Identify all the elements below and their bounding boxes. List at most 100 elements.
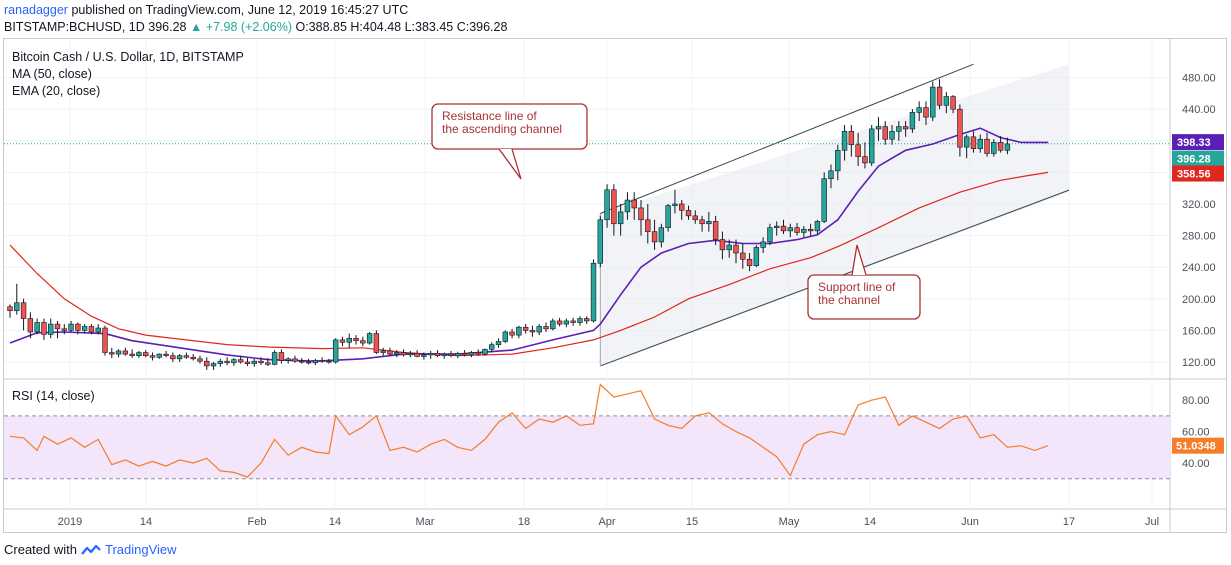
footer: Created with TradingView — [4, 542, 177, 557]
candle-body — [577, 318, 583, 323]
candle-body — [197, 358, 203, 362]
candle-body — [461, 353, 468, 356]
channel-fill — [600, 64, 1069, 366]
author-link[interactable]: ranadagger — [4, 3, 68, 17]
chart-container[interactable]: 120.00160.00200.00240.00280.00320.00360.… — [3, 38, 1227, 533]
candle-body — [821, 178, 827, 222]
candle-body — [930, 86, 936, 118]
candle-body — [760, 241, 766, 248]
price-tick-label: 120.00 — [1182, 357, 1216, 369]
time-tick-label: Jun — [961, 516, 979, 528]
candle-body — [7, 306, 13, 311]
candle-body — [265, 362, 271, 365]
rsi-label: RSI (14, close) — [12, 389, 95, 403]
candle-body — [950, 96, 956, 110]
candle-body — [984, 138, 990, 154]
candle-body — [41, 322, 47, 335]
candle-body — [570, 320, 576, 323]
candle-body — [584, 318, 590, 322]
price-marker-label: 396.28 — [1177, 154, 1211, 166]
candle-body — [27, 318, 34, 333]
resistance-callout-text: Resistance line of — [442, 109, 537, 123]
candle-body — [679, 203, 685, 211]
price-marker-box — [1172, 150, 1224, 167]
candle-body — [312, 360, 319, 364]
candle-body — [509, 331, 515, 336]
candle-body — [482, 349, 488, 355]
candle-body — [712, 221, 719, 240]
price-marker-box — [1172, 134, 1224, 151]
time-tick-label: 2019 — [58, 516, 82, 528]
candle-body — [129, 353, 135, 356]
ema-indicator-label: EMA (20, close) — [12, 84, 100, 98]
candle-body — [326, 360, 332, 363]
time-tick-label: 15 — [686, 516, 698, 528]
candle-body — [774, 225, 780, 228]
candle-body — [746, 259, 753, 266]
chart-title: Bitcoin Cash / U.S. Dollar, 1D, BITSTAMP — [12, 50, 244, 64]
candle-body — [299, 360, 305, 363]
candle-body — [75, 323, 81, 331]
candle-body — [848, 131, 855, 146]
candle-body — [143, 352, 149, 356]
candle-body — [414, 353, 420, 357]
candle-body — [380, 350, 386, 353]
candle-body — [495, 341, 502, 345]
rsi-value-label: 51.0348 — [1176, 441, 1216, 453]
candle-body — [604, 189, 610, 221]
resistance-line[interactable] — [600, 63, 974, 214]
candle-body — [916, 107, 922, 113]
candle-body — [875, 126, 882, 130]
candle-body — [909, 112, 916, 130]
candle-body — [882, 126, 888, 140]
time-tick-label: May — [779, 516, 800, 528]
candle-body — [475, 352, 481, 355]
candle-body — [902, 126, 909, 130]
candle-body — [862, 156, 868, 164]
candle-body — [366, 333, 373, 344]
candle-body — [794, 227, 800, 233]
ohlc-values: O:388.85 H:404.48 L:383.45 C:396.28 — [295, 20, 508, 34]
candle-body — [278, 352, 285, 361]
publish-info: ranadagger published on TradingView.com,… — [4, 3, 408, 17]
candle-body — [740, 252, 746, 260]
tradingview-logo-icon — [81, 544, 101, 555]
candle-body — [543, 326, 549, 330]
candle-body — [780, 225, 787, 232]
tradingview-brand-link[interactable]: TradingView — [104, 542, 177, 557]
candle-body — [801, 228, 807, 233]
candle-body — [95, 327, 101, 333]
candle-body — [339, 339, 346, 343]
time-tick-label: 17 — [1063, 516, 1075, 528]
candle-body — [638, 207, 644, 221]
candle-body — [183, 355, 190, 358]
price-axis-marker: 396.28 — [1172, 150, 1224, 167]
price-tick-label: 320.00 — [1182, 199, 1216, 211]
price-tick-label: 200.00 — [1182, 294, 1216, 306]
candle-body — [427, 353, 434, 356]
rsi-band-fill — [4, 415, 1170, 479]
candle-body — [251, 360, 257, 364]
candle-body — [645, 219, 651, 232]
last-price: 396.28 — [148, 20, 187, 34]
ma-indicator-label: MA (50, close) — [12, 67, 92, 81]
candle-body — [258, 360, 264, 364]
candle-body — [81, 326, 88, 331]
time-tick-label: 14 — [329, 516, 341, 528]
candle-body — [136, 352, 142, 356]
chart-svg[interactable]: 120.00160.00200.00240.00280.00320.00360.… — [4, 39, 1226, 532]
symbol-info: BITSTAMP:BCHUSD, 1D 396.28 ▲ +7.98 (+2.0… — [4, 20, 507, 34]
time-tick-label: Mar — [416, 516, 435, 528]
candle-body — [977, 138, 983, 150]
candle-body — [556, 320, 563, 325]
candle-body — [685, 210, 692, 217]
support-callout-text: the channel — [818, 293, 880, 307]
created-with-text: Created with — [4, 542, 77, 557]
candle-body — [292, 358, 298, 362]
price-marker-label: 398.33 — [1177, 137, 1211, 149]
candle-body — [835, 149, 841, 172]
candle-body — [767, 227, 773, 243]
candle-body — [61, 328, 67, 331]
